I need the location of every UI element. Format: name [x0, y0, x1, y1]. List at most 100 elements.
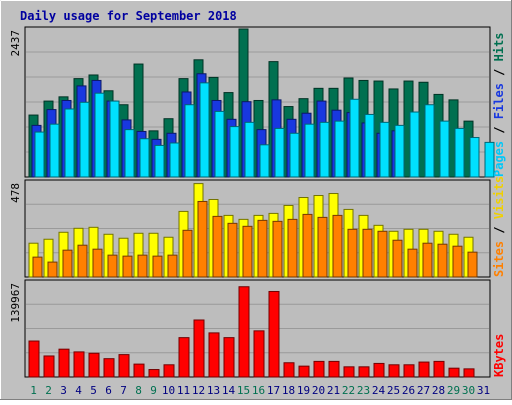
panel-legend: KBytes [492, 334, 506, 377]
bar-pages-day-16 [259, 144, 270, 178]
bar-kbytes-day-22 [343, 366, 355, 378]
bar-kbytes-day-9 [148, 369, 160, 378]
bar-sites-day-24 [377, 230, 388, 278]
x-tick-label-day-9: 9 [150, 384, 157, 397]
bar-kbytes-day-14 [223, 337, 235, 378]
x-tick-label-day-21: 21 [327, 384, 340, 397]
bar-pages-day-9 [154, 144, 165, 178]
legend-files: Files [492, 83, 506, 119]
bar-sites-day-12 [197, 200, 208, 278]
panel-hits-files-pages: 2437 Pages / Files / Hits [9, 26, 506, 178]
bar-kbytes-day-4 [73, 351, 85, 378]
panel-legend: Sites / Visits [492, 176, 506, 277]
bar-sites-day-29 [452, 245, 463, 278]
bar-sites-day-25 [392, 239, 403, 278]
bar-kbytes-day-26 [403, 364, 415, 378]
bar-pages-day-26 [409, 111, 420, 178]
x-tick-label-day-28: 28 [432, 384, 445, 397]
bar-pages-day-15 [244, 121, 255, 178]
y-max-label: 2437 [9, 30, 22, 57]
legend-pages: Pages [492, 141, 506, 177]
bar-pages-day-20 [319, 121, 330, 178]
bar-kbytes-day-29 [448, 367, 460, 378]
bar-pages-day-10 [169, 142, 180, 178]
bar-kbytes-day-5 [88, 352, 100, 378]
bar-pages-day-11 [184, 104, 195, 178]
x-tick-label-day-3: 3 [60, 384, 67, 397]
bar-sites-day-10 [167, 254, 178, 278]
bar-sites-day-8 [137, 254, 148, 278]
bar-pages-day-23 [364, 113, 375, 178]
bar-pages-day-13 [214, 110, 225, 178]
bar-kbytes-day-3 [58, 348, 70, 378]
bar-kbytes-day-8 [133, 363, 145, 378]
bar-pages-day-1 [34, 131, 45, 178]
bar-pages-day-3 [64, 108, 75, 178]
legend-separator: / [492, 61, 506, 83]
bar-pages-day-28 [439, 120, 450, 178]
bar-pages-day-8 [139, 138, 150, 178]
chart-title: Daily usage for September 2018 [20, 9, 237, 23]
bar-pages-day-18 [289, 132, 300, 178]
x-tick-label-day-13: 13 [207, 384, 220, 397]
x-tick-label-day-12: 12 [192, 384, 205, 397]
x-tick-label-day-20: 20 [312, 384, 325, 397]
bar-pages-day-27 [424, 104, 435, 178]
bar-kbytes-day-13 [208, 332, 220, 378]
panel-visits-sites: 478 Sites / Visits [9, 176, 506, 278]
bar-sites-day-15 [242, 225, 253, 278]
bar-pages-day-17 [274, 127, 285, 178]
bar-pages-day-14 [229, 126, 240, 178]
x-tick-label-day-25: 25 [387, 384, 400, 397]
bar-sites-day-14 [227, 222, 238, 278]
bar-sites-day-9 [152, 255, 163, 278]
x-tick-label-day-2: 2 [45, 384, 52, 397]
x-tick-label-day-16: 16 [252, 384, 265, 397]
chart-panels: 2437 Pages / Files / Hits 478 Sites / Visit… [9, 26, 506, 378]
bar-sites-day-19 [302, 213, 313, 278]
x-tick-label-day-30: 30 [462, 384, 475, 397]
bar-sites-day-6 [107, 254, 118, 278]
bar-sites-day-22 [347, 228, 358, 278]
legend-sites: Sites [492, 241, 506, 277]
x-tick-label-day-14: 14 [222, 384, 236, 397]
legend-visits: Visits [492, 176, 506, 219]
bar-kbytes-day-2 [43, 355, 55, 378]
legend-kbytes: KBytes [492, 334, 506, 377]
bar-sites-day-1 [32, 256, 43, 278]
x-tick-label-day-1: 1 [30, 384, 37, 397]
bar-kbytes-day-17 [268, 290, 280, 378]
bar-kbytes-day-12 [193, 319, 205, 378]
x-tick-label-day-17: 17 [267, 384, 280, 397]
bar-kbytes-day-19 [298, 365, 310, 378]
bar-sites-day-11 [182, 229, 193, 278]
bar-pages-day-29 [454, 127, 465, 178]
bar-sites-day-18 [287, 218, 298, 278]
x-tick-label-day-4: 4 [75, 384, 82, 397]
x-tick-label-day-15: 15 [237, 384, 250, 397]
bar-sites-day-17 [272, 220, 283, 278]
bar-pages-day-24 [379, 121, 390, 178]
x-tick-label-day-10: 10 [162, 384, 175, 397]
bar-sites-day-27 [422, 242, 433, 278]
panel-legend: Pages / Files / Hits [492, 32, 506, 177]
bar-kbytes-day-6 [103, 358, 115, 378]
bar-kbytes-day-27 [418, 361, 430, 378]
bar-kbytes-day-23 [358, 366, 370, 378]
bar-pages-day-6 [109, 100, 120, 178]
bar-kbytes-day-15 [238, 286, 250, 378]
bar-pages-day-25 [394, 124, 405, 178]
bar-pages-day-31 [484, 141, 495, 178]
y-max-label: 478 [9, 183, 22, 203]
bar-sites-day-3 [62, 249, 73, 278]
bar-kbytes-day-21 [328, 360, 340, 378]
bar-sites-day-28 [437, 243, 448, 278]
bar-kbytes-day-10 [163, 364, 175, 378]
legend-separator: / [492, 119, 506, 141]
x-tick-label-day-18: 18 [282, 384, 295, 397]
bar-kbytes-day-7 [118, 354, 130, 378]
bar-sites-day-30 [467, 251, 478, 278]
bar-sites-day-16 [257, 219, 268, 278]
bar-pages-day-2 [49, 123, 60, 178]
